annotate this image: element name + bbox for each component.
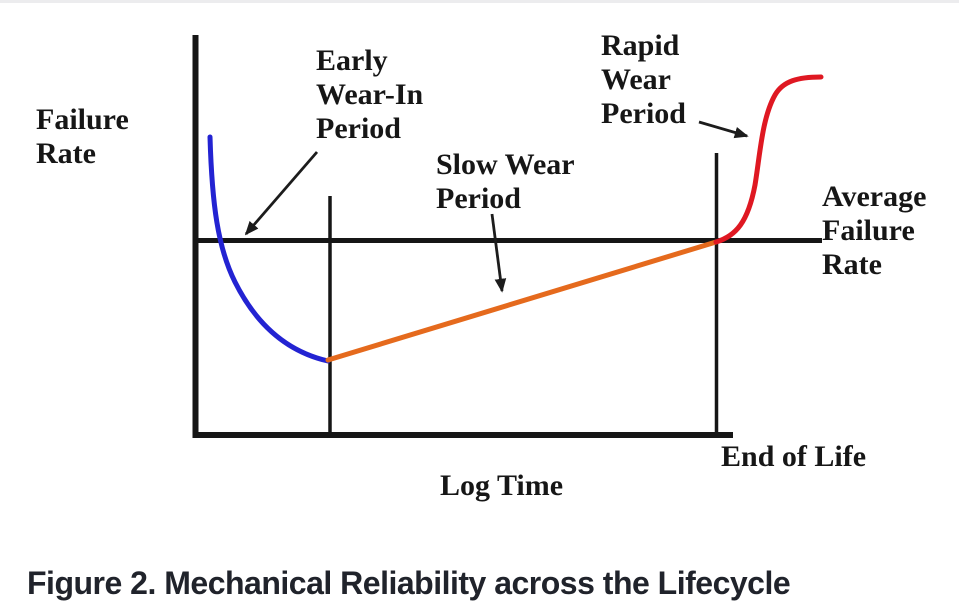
early-wear-in-label: Early Wear-In Period	[316, 44, 424, 145]
y-axis-label: Failure Rate	[36, 103, 129, 170]
rapid-wear-curve	[713, 74, 824, 245]
early-wear-in-curve	[207, 134, 331, 364]
rapid-wear-label: Rapid Wear Period	[601, 29, 686, 130]
slow-wear-arrow	[490, 213, 507, 293]
end-of-life-label: End of Life	[721, 440, 867, 473]
figure-caption: Figure 2. Mechanical Reliability across …	[27, 565, 791, 601]
rapid-wear-arrow	[698, 120, 749, 139]
top-border-strip	[0, 0, 959, 3]
average-failure-rate-label: Average Failure Rate	[822, 180, 927, 281]
early-wear-in-arrow	[244, 151, 319, 236]
slow-wear-line	[325, 239, 719, 363]
slow-wear-label: Slow Wear Period	[436, 148, 575, 215]
x-axis-label: Log Time	[440, 469, 564, 502]
